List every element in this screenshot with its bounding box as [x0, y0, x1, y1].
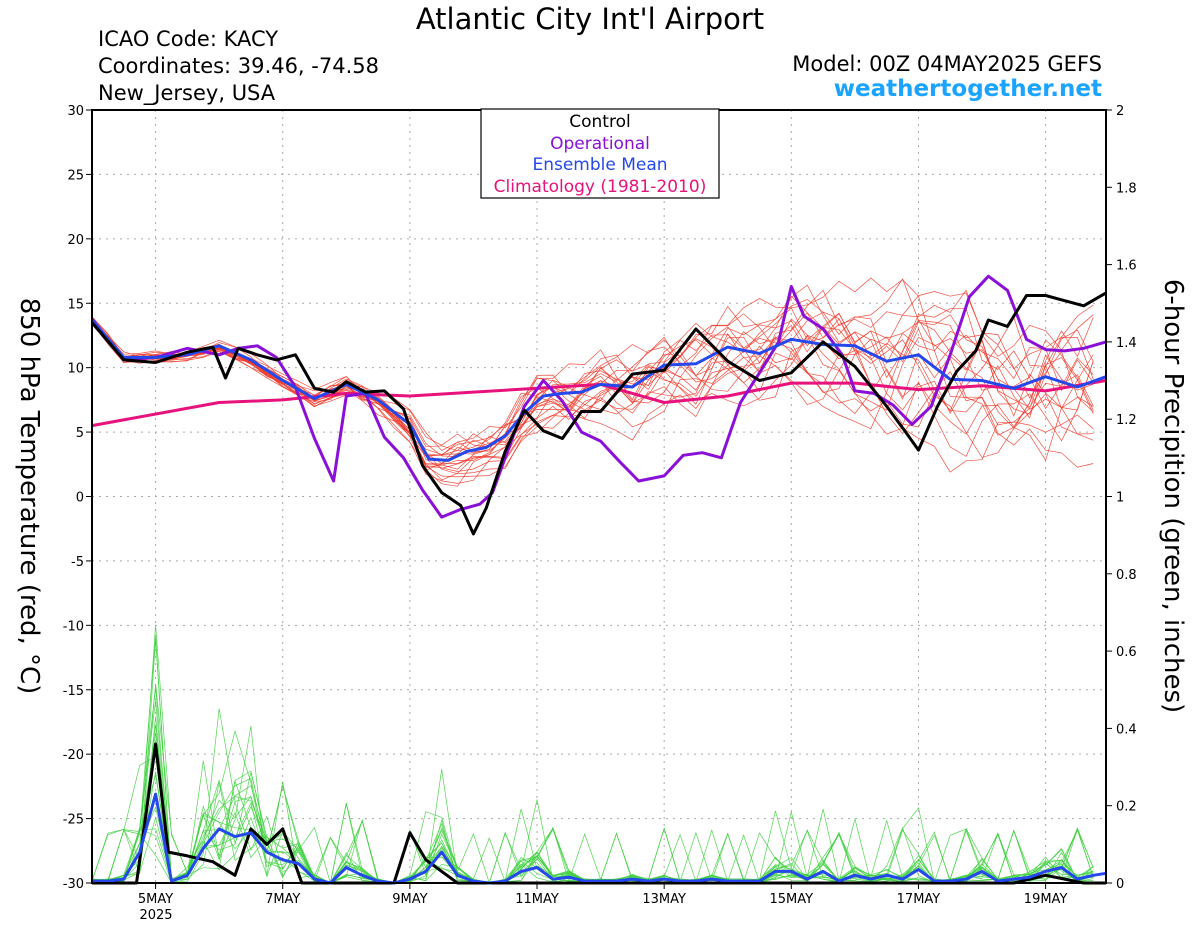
legend-ensemble-mean: Ensemble Mean — [532, 155, 667, 175]
precip-member-line — [91, 636, 1094, 884]
chart-title: Atlantic City Int'l Airport — [415, 2, 765, 36]
y-tick-left-label: -20 — [63, 748, 84, 763]
y-tick-left-label: -30 — [63, 877, 84, 892]
icao-code: ICAO Code: KACY — [98, 27, 279, 51]
temp-control-line — [90, 291, 1107, 536]
legend-box — [480, 108, 720, 199]
x-tick-label: 5MAY — [138, 892, 173, 907]
temp-member-line — [91, 316, 1094, 464]
y-tick-right-label: 1.6 — [1116, 259, 1137, 274]
y-tick-right-label: 1.8 — [1116, 181, 1137, 196]
precip-member-line — [91, 724, 1094, 884]
axis-ticks: 302520151050-5-10-15-20-25-3021.81.61.41… — [63, 104, 1137, 907]
x-tick-label: 15MAY — [770, 892, 814, 907]
y-tick-right-label: 2 — [1116, 104, 1124, 119]
y-axis-left-label: 850 hPa Temperature (red, °C) — [14, 298, 44, 695]
temp-member-line — [91, 312, 1094, 468]
y-axis-right-label: 6-hour Precipition (green, inches) — [1158, 279, 1188, 713]
precip-member-line — [91, 772, 1094, 884]
location: New_Jersey, USA — [98, 81, 276, 105]
legend-climatology: Climatology (1981-2010) — [494, 177, 707, 197]
y-tick-right-label: 1 — [1116, 491, 1124, 506]
y-tick-right-label: 0.2 — [1116, 800, 1137, 815]
y-tick-left-label: 20 — [67, 233, 84, 248]
legend-control: Control — [569, 112, 630, 132]
y-tick-left-label: -10 — [63, 619, 84, 634]
y-tick-right-label: 0.4 — [1116, 722, 1137, 737]
y-tick-right-label: 0.6 — [1116, 645, 1137, 660]
year-label: 2025 — [139, 908, 172, 923]
temp-climatology-line — [91, 379, 1107, 428]
y-tick-right-label: 1.4 — [1116, 336, 1137, 351]
x-tick-label: 13MAY — [642, 892, 686, 907]
y-tick-left-label: 25 — [67, 168, 84, 183]
precip-member-line — [91, 639, 1094, 884]
temp-operational-line — [90, 274, 1107, 519]
y-tick-right-label: 1.2 — [1116, 413, 1137, 428]
temp-member-line — [91, 304, 1094, 478]
temp-member-line — [91, 278, 1094, 456]
temp-member-line — [91, 307, 1094, 457]
x-tick-label: 19MAY — [1024, 892, 1068, 907]
coordinates: Coordinates: 39.46, -74.58 — [98, 54, 379, 78]
y-tick-right-label: 0.8 — [1116, 568, 1137, 583]
y-tick-left-label: 15 — [67, 297, 84, 312]
legend: Control Operational Ensemble Mean Climat… — [480, 108, 720, 199]
precip-member-line — [91, 750, 1094, 884]
y-tick-left-label: 10 — [67, 362, 84, 377]
y-tick-left-label: -25 — [63, 813, 84, 828]
ensemble-members — [91, 277, 1094, 885]
temp-member-line — [91, 308, 1094, 487]
x-tick-label: 9MAY — [392, 892, 427, 907]
y-tick-right-label: 0 — [1116, 877, 1124, 892]
temp-ensemble-mean-line — [90, 319, 1107, 462]
x-tick-label: 17MAY — [897, 892, 941, 907]
x-tick-label: 7MAY — [265, 892, 300, 907]
x-tick-label: 11MAY — [515, 892, 559, 907]
temp-member-line — [91, 299, 1094, 484]
y-tick-left-label: -5 — [71, 555, 84, 570]
y-tick-left-label: 30 — [67, 104, 84, 119]
legend-operational: Operational — [550, 134, 650, 154]
site-link[interactable]: weathertogether.net — [833, 76, 1102, 102]
y-tick-left-label: 5 — [76, 426, 84, 441]
model-run: Model: 00Z 04MAY2025 GEFS — [792, 52, 1102, 76]
y-tick-left-label: -15 — [63, 684, 84, 699]
precip-member-line — [91, 777, 1094, 884]
precip-ensemble-mean-line — [92, 792, 1107, 885]
y-tick-left-label: 0 — [76, 491, 84, 506]
